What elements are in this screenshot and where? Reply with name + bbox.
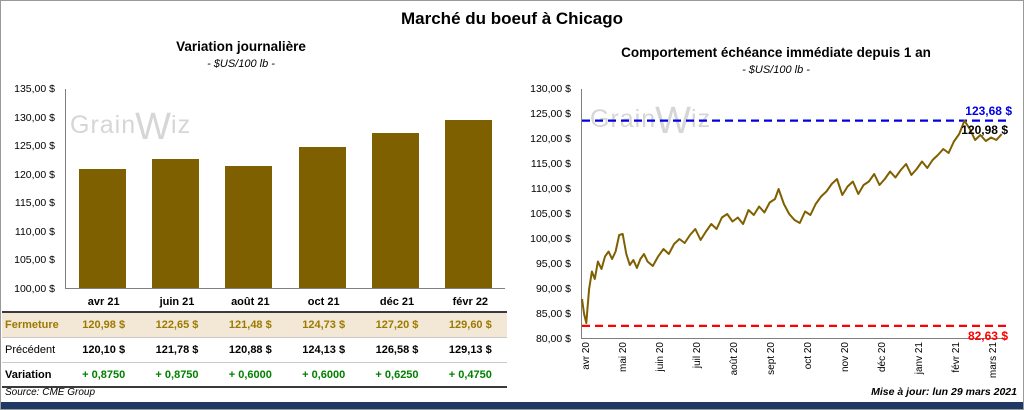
bar-chart-subtitle: - $US/100 lb - [207, 58, 275, 70]
x-axis-tick-label: mai 20 [617, 342, 629, 373]
bar-chart-y-axis: 135,00 $ 130,00 $ 125,00 $ 120,00 $ 115,00 $… [1, 83, 61, 295]
bar [225, 165, 273, 288]
price-table: avr 21 juin 21 août 21 oct 21 déc 21 févr 22 F… [2, 293, 507, 388]
line-chart-title: Comportement échéance immédiate depuis 1… [621, 45, 931, 60]
value-cell: 126,58 $ [375, 344, 419, 356]
y-axis-tick-label: 105,00 $ [14, 254, 55, 267]
table-row-fermeture: Fermeture 120,98 $ 122,65 $ 121,48 $ 124,73 … [2, 313, 507, 338]
page-title: Marché du boeuf à Chicago [401, 9, 623, 28]
line-chart-svg [581, 119, 1007, 327]
y-axis-tick-label: 85,00 $ [535, 308, 571, 320]
bar [152, 159, 200, 288]
line-chart-y-axis: 130,00 $ 125,00 $ 120,00 $ 115,00 $ 110,00 $… [511, 83, 577, 345]
bar [444, 119, 492, 288]
support-price-label: 82,63 $ [967, 328, 1008, 343]
x-axis-tick-label: nov 20 [839, 342, 851, 373]
bar-chart-title: Variation journalière [176, 39, 306, 54]
value-cell: 121,48 $ [228, 319, 272, 331]
table-row-precedent: Précédent 120,10 $ 121,78 $ 120,88 $ 124,13 … [2, 338, 507, 363]
month-header-row: avr 21 juin 21 août 21 oct 21 déc 21 févr 22 [2, 293, 507, 313]
bar-slot [286, 89, 359, 288]
month-label: août 21 [231, 296, 270, 308]
y-axis-tick-label: 80,00 $ [535, 333, 571, 345]
x-axis-tick-label: mars 21 [987, 342, 999, 379]
value-cell: + 0,6000 [302, 368, 346, 381]
value-cell: + 0,4750 [448, 368, 492, 381]
value-cell: 127,20 $ [375, 319, 419, 331]
value-cell: 124,13 $ [302, 344, 346, 356]
bar-slot [432, 89, 505, 288]
y-axis-tick-label: 95,00 $ [535, 258, 571, 270]
y-axis-tick-label: 130,00 $ [530, 83, 571, 95]
y-axis-tick-label: 110,00 $ [14, 225, 55, 238]
bar [79, 168, 127, 288]
y-axis-tick-label: 90,00 $ [535, 283, 571, 295]
value-cell: + 0,6250 [375, 368, 419, 381]
value-cell: 124,73 $ [302, 319, 346, 331]
y-axis-tick-label: 100,00 $ [530, 233, 571, 245]
table-row-variation: Variation + 0,8750 + 0,8750 + 0,6000 + 0,600… [2, 363, 507, 388]
y-axis-tick-label: 115,00 $ [14, 197, 55, 210]
value-cell: + 0,6000 [228, 368, 272, 381]
x-axis-tick-label: déc 20 [876, 342, 888, 373]
value-cell: 120,10 $ [82, 344, 126, 356]
y-axis-tick-label: 125,00 $ [14, 140, 55, 153]
bar-group [66, 89, 505, 288]
value-cell: 129,13 $ [448, 344, 492, 356]
y-axis-tick-label: 120,00 $ [14, 168, 55, 181]
value-cell: 120,88 $ [228, 344, 272, 356]
last-price-label: 120,98 $ [961, 122, 1008, 137]
x-axis-tick-label: sept 20 [765, 342, 777, 375]
month-label: avr 21 [87, 296, 120, 308]
month-label: déc 21 [379, 296, 415, 308]
bar [298, 147, 346, 288]
value-cell: + 0,8750 [82, 368, 126, 381]
y-axis-tick-label: 115,00 $ [530, 158, 571, 170]
y-axis-tick-label: 125,00 $ [530, 108, 571, 120]
bar-slot [66, 89, 139, 288]
line-chart-x-axis: avr 20 mai 20 juin 20 juil 20 août 20 sept 20… [581, 342, 1006, 388]
footer-bar [1, 402, 1023, 409]
y-axis-tick-label: 100,00 $ [14, 283, 55, 295]
resistance-price-label: 123,68 $ [965, 103, 1012, 118]
y-axis-tick-label: 110,00 $ [530, 183, 571, 195]
value-cell: 121,78 $ [155, 344, 199, 356]
row-label: Variation [5, 368, 52, 381]
y-axis-tick-label: 105,00 $ [530, 208, 571, 220]
update-note: Mise à jour: lun 29 mars 2021 [871, 386, 1017, 398]
x-axis-tick-label: août 20 [728, 342, 740, 376]
bar-slot [139, 89, 212, 288]
month-label: févr 22 [452, 296, 489, 308]
bar-slot [359, 89, 432, 288]
x-axis-tick-label: janv 21 [913, 342, 925, 375]
price-line [581, 119, 1003, 324]
value-cell: + 0,8750 [155, 368, 199, 381]
bar-slot [212, 89, 285, 288]
month-label: oct 21 [307, 296, 340, 308]
row-label: Précédent [5, 344, 56, 356]
value-cell: 129,60 $ [448, 319, 492, 331]
x-axis-tick-label: juil 20 [691, 342, 703, 369]
x-axis-tick-label: juin 20 [654, 342, 666, 372]
y-axis-tick-label: 120,00 $ [530, 133, 571, 145]
line-chart-subtitle: - $US/100 lb - [742, 64, 810, 76]
bar [371, 133, 419, 288]
y-axis-tick-label: 130,00 $ [14, 111, 55, 124]
row-label: Fermeture [5, 319, 59, 331]
x-axis-tick-label: avr 20 [581, 342, 592, 370]
value-cell: 122,65 $ [155, 319, 199, 331]
month-label: juin 21 [159, 296, 195, 308]
value-cell: 120,98 $ [82, 319, 126, 331]
source-note: Source: CME Group [5, 387, 96, 398]
x-axis-tick-label: oct 20 [802, 342, 814, 370]
x-axis-tick-label: févr 21 [950, 342, 962, 373]
y-axis-tick-label: 135,00 $ [14, 83, 55, 95]
